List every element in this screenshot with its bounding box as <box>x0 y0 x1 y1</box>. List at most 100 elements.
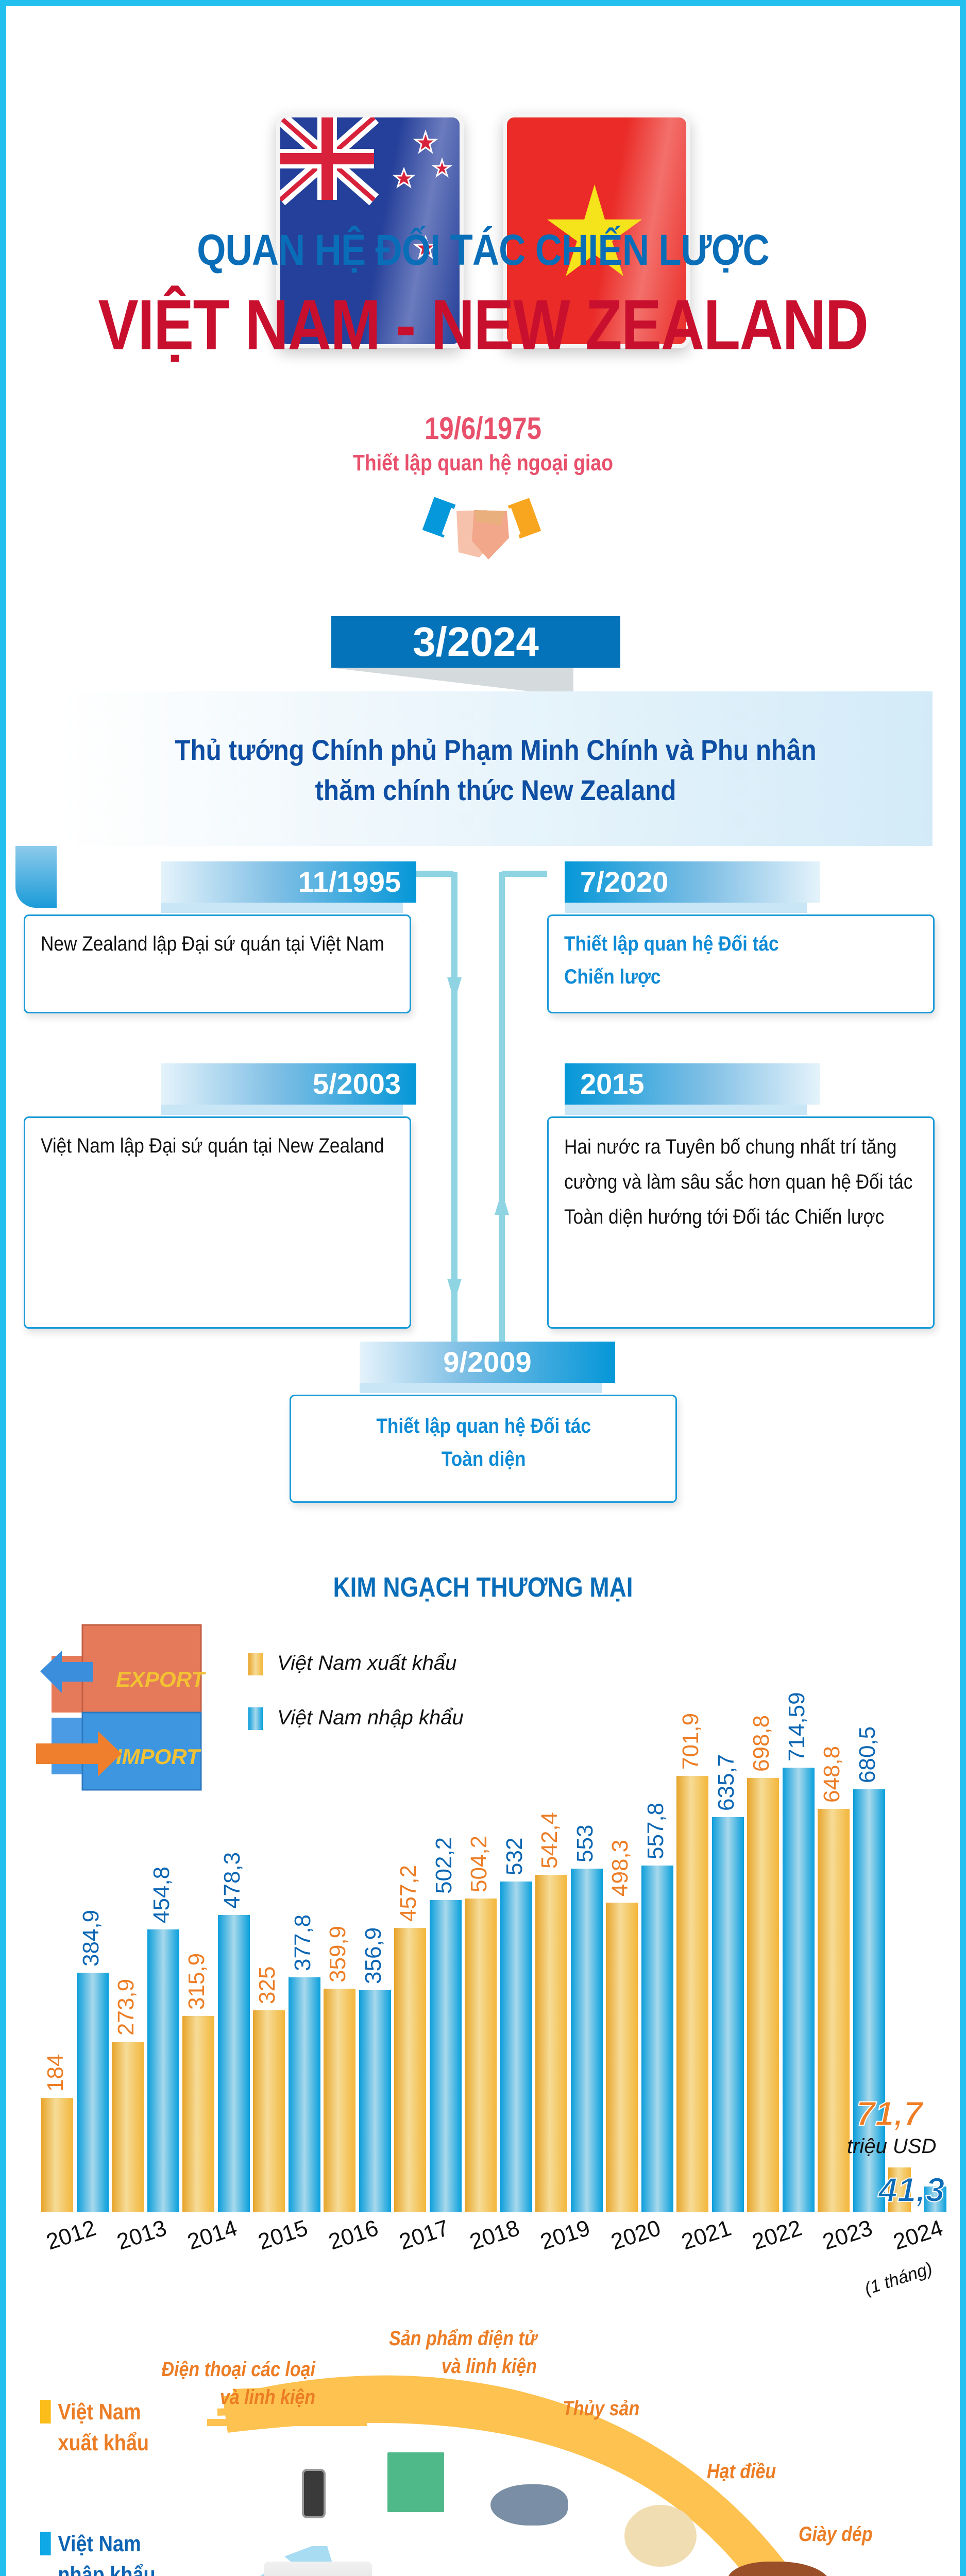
import-value-label: 635,7 <box>714 1754 739 1811</box>
import-value-label: 377,8 <box>290 1914 315 1971</box>
import-value-label: 502,2 <box>431 1837 456 1894</box>
vietnam-flag <box>503 113 690 348</box>
export-bar-2018 <box>465 1899 497 2212</box>
x-axis-label: 2020 <box>608 2215 664 2255</box>
infographic-canvas: QUAN HỆ ĐỐI TÁC CHIẾN LƯỢC VIỆT NAM - NE… <box>6 6 960 2576</box>
vietnam-flag-star-icon <box>547 184 642 276</box>
year-2024-note: (1 tháng) <box>862 2258 935 2299</box>
timeline-connector-1995 <box>407 871 456 877</box>
x-axis-label: 2019 <box>537 2215 594 2255</box>
import-bar-2019 <box>571 1869 603 2212</box>
legend-import-swatch <box>248 1707 263 1730</box>
import-value-label: 384,9 <box>78 1909 104 1967</box>
export-item-footwear: Giày dép <box>799 2523 873 2546</box>
import-value-label: 532 <box>502 1837 527 1875</box>
banner-shadow <box>565 1105 807 1115</box>
x-axis-label: 2022 <box>749 2215 805 2255</box>
timeline-text-2020: Thiết lập quan hệ Đối tác Chiến lược <box>564 933 779 988</box>
export-value-label: 359,9 <box>325 1925 350 1982</box>
export-item-seafood: Thủy sản <box>563 2397 640 2420</box>
timeline-date-2015: 2015 <box>565 1063 820 1105</box>
import-2024-big-label: 41,3 <box>878 2170 945 2209</box>
import-bar-2024 <box>924 2187 946 2212</box>
export-value-label: 325 <box>255 1966 280 2004</box>
svg-text:IMPORT: IMPORT <box>116 1744 201 1769</box>
timeline-date-2009: 9/2009 <box>360 1342 615 1383</box>
import-bar-2015 <box>289 1977 320 2212</box>
timeline-card-2009: Thiết lập quan hệ Đối tác Toàn diện <box>290 1395 677 1503</box>
import-value-label: 478,3 <box>219 1852 245 1909</box>
export-2024-big-label: 71,7 <box>856 2094 923 2133</box>
export-item-electronics: Sản phẩm điện tử và linh kiện <box>389 2327 537 2378</box>
svg-text:EXPORT: EXPORT <box>116 1667 206 1691</box>
export-item-cashew: Hạt điều <box>707 2460 776 2483</box>
export-bar-2016 <box>324 1989 355 2212</box>
export-bar-2021 <box>676 1776 708 2212</box>
arrow-down-icon <box>447 977 462 1001</box>
unit-label: triệu USD <box>847 2135 937 2158</box>
x-axis-label: 2013 <box>114 2215 170 2255</box>
export-value-label: 498,3 <box>607 1839 633 1896</box>
timeline-card-1995: New Zealand lập Đại sứ quán tại Việt Nam <box>24 914 411 1013</box>
x-axis-label: 2016 <box>326 2215 382 2255</box>
import-bar-2023 <box>853 1789 885 2212</box>
x-axis-label: 2012 <box>43 2215 99 2255</box>
fish-shrimp-icon <box>490 2484 568 2526</box>
diplomatic-caption: Thiết lập quan hệ ngoại giao <box>353 450 613 476</box>
x-axis-label: 2015 <box>255 2215 311 2255</box>
banner-shadow <box>161 903 403 913</box>
new-zealand-flag-art <box>280 117 453 259</box>
timeline-text-1995: New Zealand lập Đại sứ quán tại Việt Nam <box>41 933 384 955</box>
cashew-icon <box>624 2505 697 2567</box>
x-axis-label: 2017 <box>396 2215 452 2255</box>
x-axis-label: 2018 <box>467 2215 523 2255</box>
timeline-date-2020: 7/2020 <box>565 861 820 903</box>
import-bar-2018 <box>500 1882 532 2212</box>
x-axis-label: 2023 <box>820 2215 876 2255</box>
export-value-label: 542,4 <box>537 1811 562 1869</box>
export-brush-stroke <box>207 2375 796 2576</box>
import-bar-2017 <box>430 1900 462 2212</box>
timeline-text-2015: Hai nước ra Tuyên bố chung nhất trí tăng… <box>564 1136 913 1228</box>
timeline-date-1995: 11/1995 <box>161 861 416 903</box>
highlight-text-line2: thăm chính thức New Zealand <box>315 774 676 806</box>
import-value-label: 680,5 <box>855 1726 880 1783</box>
export-value-label: 457,2 <box>396 1865 421 1922</box>
x-axis-label: 2014 <box>184 2215 241 2255</box>
timeline-card-2015: Hai nước ra Tuyên bố chung nhất trí tăng… <box>547 1116 935 1329</box>
timeline-line-right <box>499 872 505 1366</box>
timeline-connector-2020 <box>499 871 547 877</box>
export-value-label: 273,9 <box>113 1978 139 2036</box>
export-value-label: 315,9 <box>184 1953 209 2010</box>
import-value-label: 714,59 <box>784 1692 809 1761</box>
highlight-date-banner: 3/2024 <box>331 616 620 668</box>
x-axis-label: 2021 <box>679 2215 735 2255</box>
export-bar-2022 <box>747 1778 779 2212</box>
import-bar-2012 <box>77 1973 109 2212</box>
export-bar-2017 <box>394 1928 426 2212</box>
import-bar-2021 <box>712 1817 744 2212</box>
legend-export-label: Việt Nam xuất khẩu <box>277 1652 457 1674</box>
export-bar-2015 <box>253 2010 285 2212</box>
export-value-label: 698,8 <box>749 1715 774 1772</box>
import-bar-2016 <box>359 1990 391 2212</box>
export-bar-2012 <box>41 2098 73 2212</box>
export-bar-2020 <box>606 1903 638 2212</box>
banner-shadow <box>565 903 807 913</box>
export-value-label: 184 <box>43 2054 68 2092</box>
export-bar-2023 <box>818 1809 850 2212</box>
export-item-phones: Điện thoại các loại và linh kiện <box>161 2358 315 2409</box>
import-value-label: 454,8 <box>149 1866 174 1923</box>
page-title-line1: QUAN HỆ ĐỐI TÁC CHIẾN LƯỢC <box>197 226 769 274</box>
export-products-heading: Việt Nam xuất khẩu <box>40 2397 149 2459</box>
timeline-text-2003: Việt Nam lập Đại sứ quán tại New Zealand <box>41 1134 384 1157</box>
timeline-card-2020: Thiết lập quan hệ Đối tác Chiến lược <box>547 914 935 1013</box>
new-zealand-flag <box>276 113 464 348</box>
import-value-label: 553 <box>572 1824 598 1862</box>
export-bar-2013 <box>112 2042 144 2212</box>
export-value-label: 701,9 <box>678 1713 703 1770</box>
export-import-containers-icon: EXPORT IMPORT <box>36 1624 206 1791</box>
timeline-card-2003: Việt Nam lập Đại sứ quán tại New Zealand <box>24 1116 411 1329</box>
export-value-label: 648,8 <box>819 1745 844 1803</box>
highlight-scroll <box>15 691 933 846</box>
